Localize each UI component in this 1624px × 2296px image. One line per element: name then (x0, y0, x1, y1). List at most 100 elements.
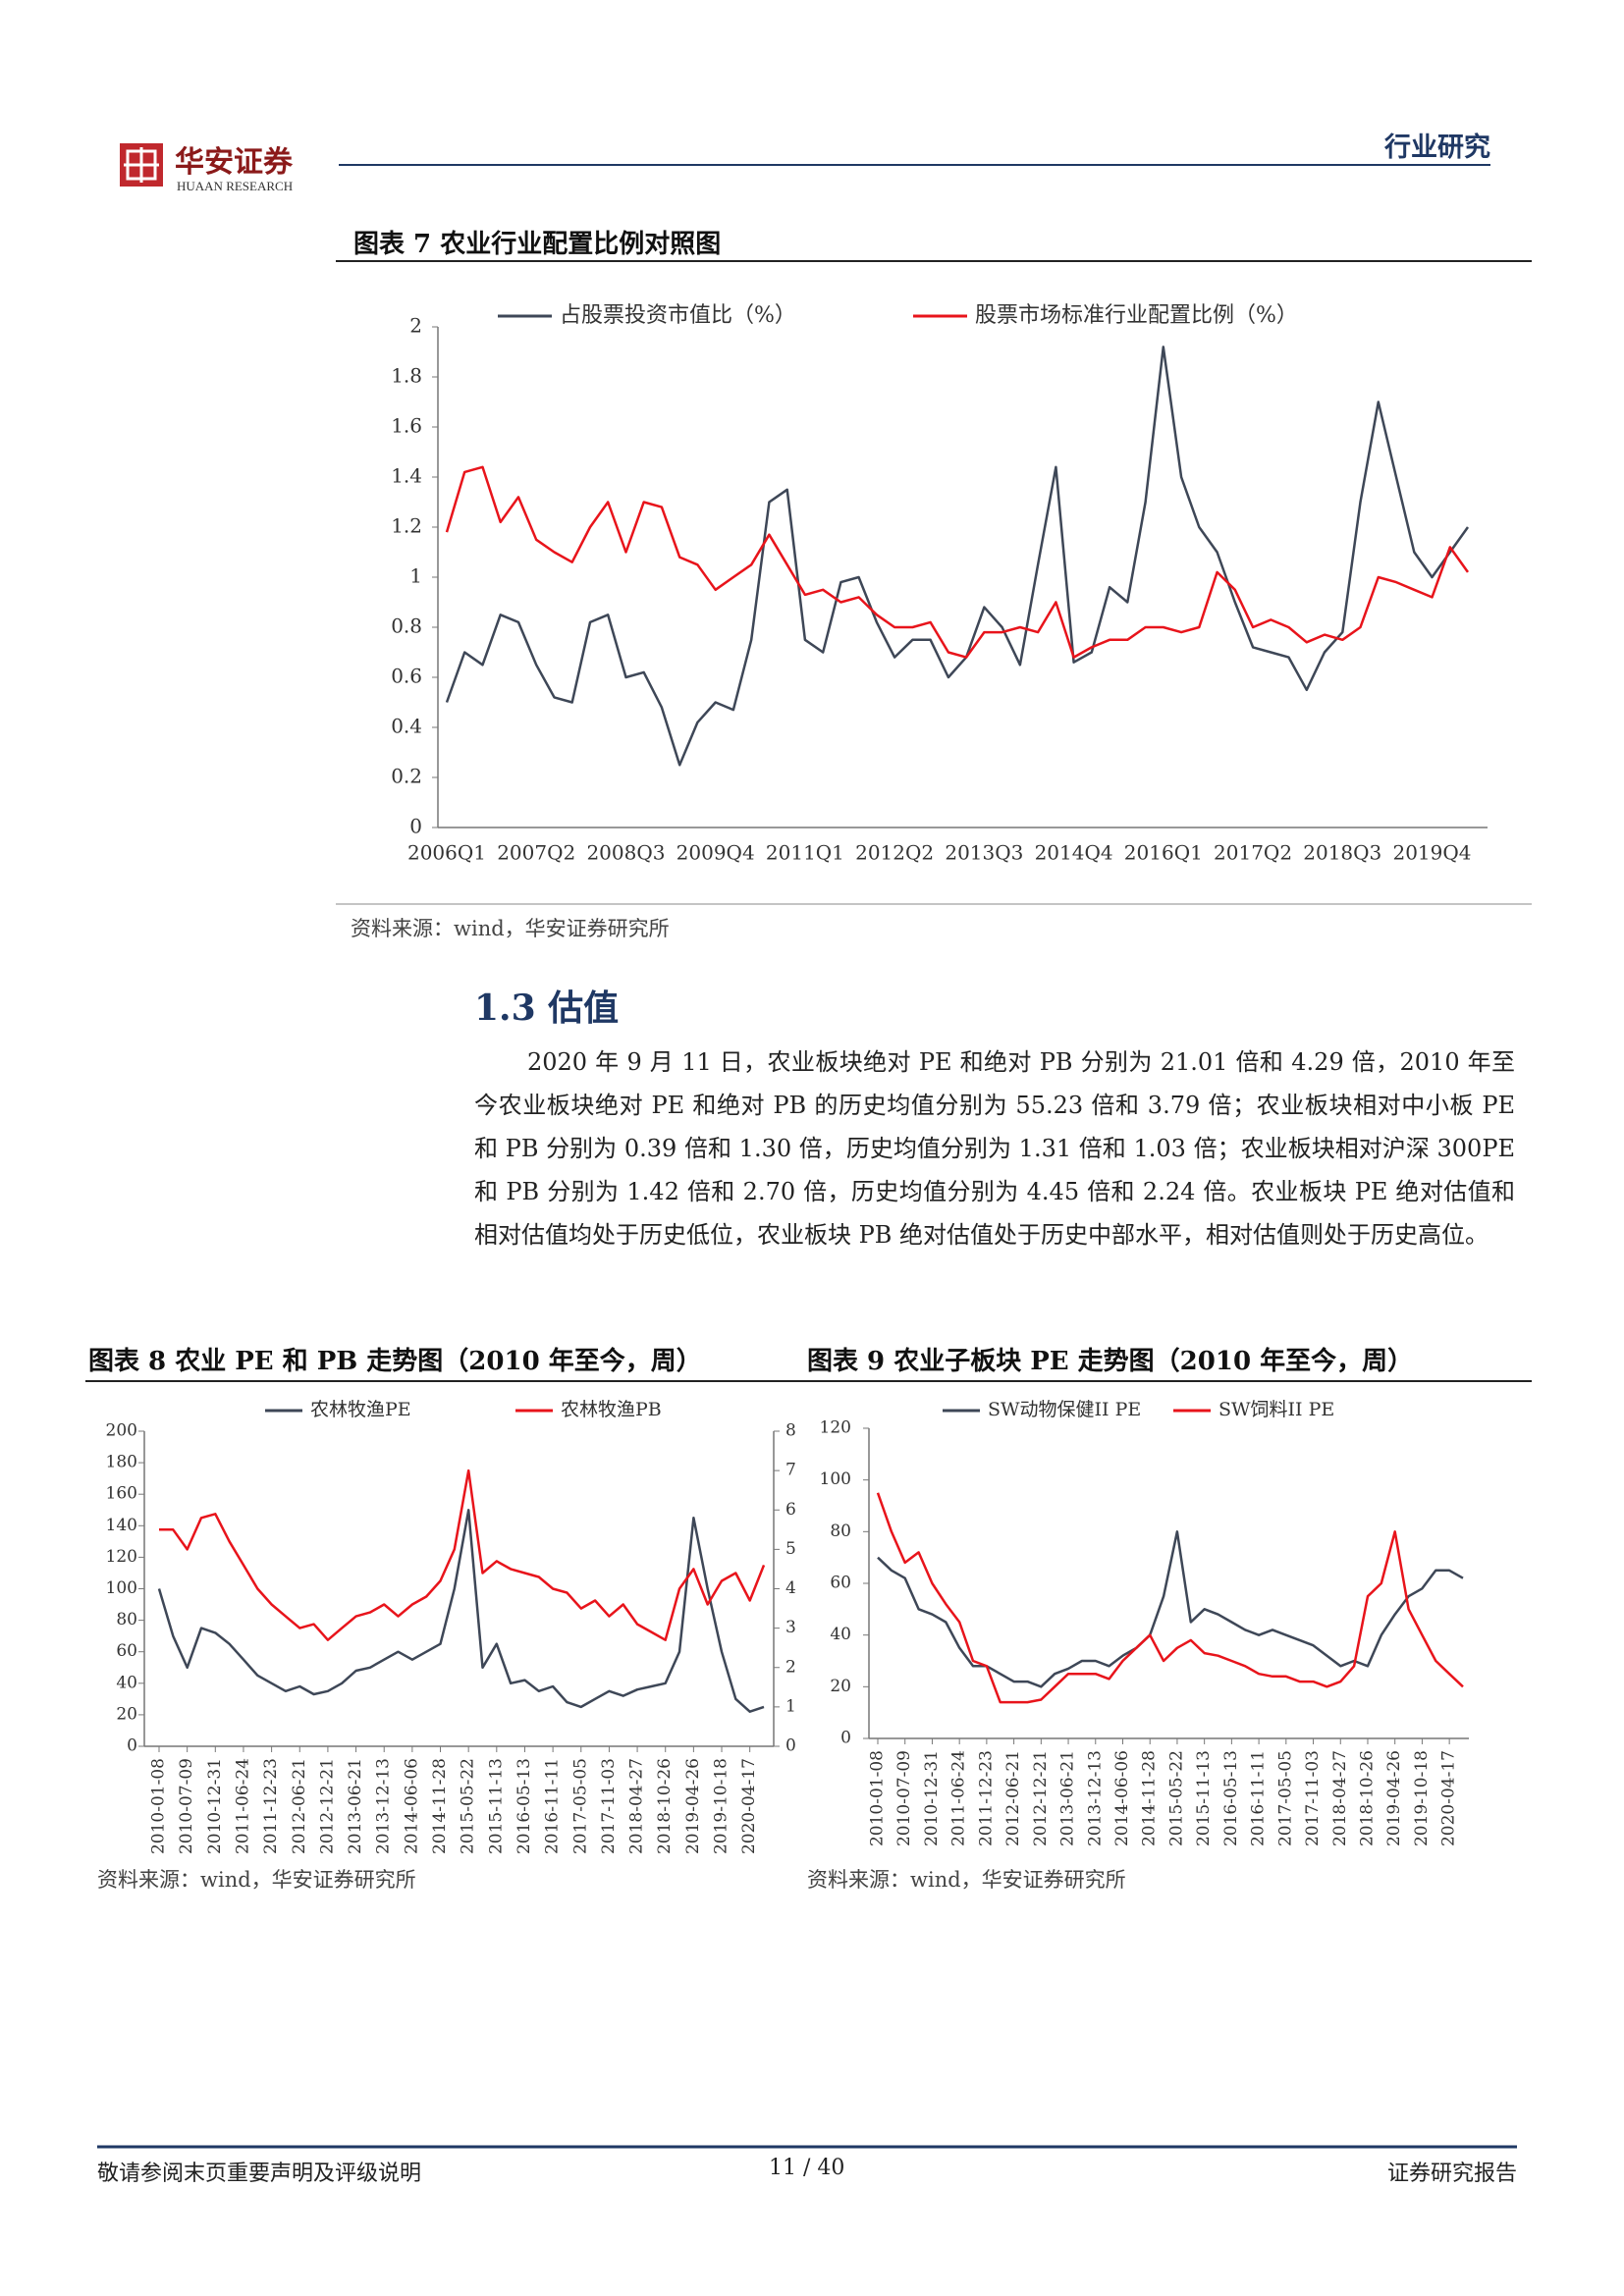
figure-source: 资料来源：wind，华安证券研究所 (807, 1868, 1126, 1892)
x-tick-label: 2015-05-22 (459, 1758, 478, 1854)
y-tick-label: 1.6 (391, 414, 422, 438)
x-tick-label: 2012Q2 (855, 841, 934, 865)
x-tick-label: 2008Q3 (586, 841, 665, 865)
y-tick-label: 0.6 (391, 665, 422, 688)
page-number: 11 / 40 (769, 2156, 845, 2180)
x-tick-label: 2013-12-13 (1085, 1750, 1105, 1846)
x-tick-label: 2017Q2 (1214, 841, 1292, 865)
x-tick-label: 2012-12-21 (317, 1758, 337, 1854)
y2-tick-label: 6 (785, 1500, 796, 1520)
y-tick-label: 20 (830, 1677, 851, 1696)
y-tick-label: 80 (116, 1610, 137, 1629)
x-tick-label: 2011-06-24 (233, 1758, 252, 1854)
x-tick-label: 2010-12-31 (205, 1758, 225, 1854)
x-tick-label: 2011Q1 (766, 841, 844, 865)
brand-en: HUAAN RESEARCH (177, 179, 294, 193)
x-tick-label: 2012-12-21 (1031, 1750, 1051, 1846)
x-tick-label: 2018-10-26 (655, 1758, 675, 1854)
x-tick-label: 2012-06-21 (290, 1758, 309, 1854)
x-tick-label: 2013Q3 (945, 841, 1023, 865)
y2-tick-label: 7 (785, 1461, 796, 1480)
footer-label: 证券研究报告 (1386, 2162, 1517, 2186)
x-tick-label: 2015-11-13 (486, 1758, 506, 1854)
y-tick-label: 1.4 (391, 464, 422, 488)
y2-tick-label: 0 (785, 1736, 796, 1756)
x-tick-label: 2017-11-03 (599, 1758, 619, 1854)
x-tick-label: 2014-06-06 (402, 1758, 421, 1854)
y-tick-label: 0 (840, 1729, 851, 1748)
y-tick-label: 1.8 (391, 364, 422, 388)
x-tick-label: 2015-05-22 (1166, 1750, 1186, 1846)
x-tick-label: 2011-12-23 (261, 1758, 281, 1854)
x-tick-label: 2019-10-18 (1412, 1750, 1432, 1846)
x-tick-label: 2017-05-05 (1275, 1750, 1295, 1846)
figure-title: 图表 8 农业 PE 和 PB 走势图（2010 年至今，周） (88, 1347, 702, 1376)
series-line (445, 346, 1470, 767)
x-tick-label: 2014Q4 (1035, 841, 1113, 865)
x-tick-label: 2013-12-13 (374, 1758, 394, 1854)
x-tick-label: 2018Q3 (1303, 841, 1381, 865)
legend-label: SW动物保健II PE (988, 1399, 1141, 1420)
x-tick-label: 2012-06-21 (1003, 1750, 1023, 1846)
x-tick-label: 2016-11-11 (1249, 1750, 1269, 1846)
y2-tick-label: 4 (785, 1578, 796, 1598)
x-tick-label: 2019-04-26 (1384, 1750, 1404, 1846)
y-tick-label: 0.4 (391, 715, 422, 738)
figure-title: 图表 9 农业子板块 PE 走势图（2010 年至今，周） (807, 1347, 1414, 1376)
legend-label: 占股票投资市值比（%） (560, 303, 796, 328)
series-line (876, 1492, 1464, 1704)
y-tick-label: 40 (830, 1625, 851, 1644)
x-tick-label: 2016-11-11 (543, 1758, 563, 1854)
y-tick-label: 140 (106, 1516, 137, 1535)
y-tick-label: 40 (116, 1673, 137, 1692)
y-tick-label: 20 (116, 1704, 137, 1724)
x-tick-label: 2014-11-28 (430, 1758, 450, 1854)
x-tick-label: 2014-06-06 (1112, 1750, 1132, 1846)
x-tick-label: 2013-06-21 (1058, 1750, 1078, 1846)
y-tick-label: 0.2 (391, 765, 422, 788)
x-tick-label: 2010-01-08 (868, 1750, 888, 1846)
x-tick-label: 2007Q2 (497, 841, 575, 865)
y2-tick-label: 2 (785, 1657, 796, 1677)
x-tick-label: 2017-11-03 (1303, 1750, 1323, 1846)
x-tick-label: 2018-04-27 (627, 1758, 647, 1854)
paragraph: 2020 年 9 月 11 日，农业板块绝对 PE 和绝对 PB 分别为 21.… (474, 1048, 1515, 1249)
x-tick-label: 2011-12-23 (976, 1750, 996, 1846)
figure-source: 资料来源：wind，华安证券研究所 (97, 1868, 416, 1892)
y-tick-label: 200 (106, 1421, 137, 1441)
x-tick-label: 2018-10-26 (1357, 1750, 1377, 1846)
x-tick-label: 2014-11-28 (1140, 1750, 1160, 1846)
logo (120, 143, 163, 187)
y-tick-label: 0 (127, 1736, 137, 1756)
x-tick-label: 2009Q4 (677, 841, 755, 865)
y-tick-label: 1.2 (391, 514, 422, 538)
y-tick-label: 160 (106, 1484, 137, 1504)
y-tick-label: 100 (820, 1469, 851, 1489)
x-tick-label: 2010-07-09 (177, 1758, 196, 1854)
x-tick-label: 2011-06-24 (949, 1750, 969, 1846)
y-tick-label: 60 (830, 1574, 851, 1593)
y-tick-label: 80 (830, 1522, 851, 1541)
series-line (445, 465, 1470, 659)
x-tick-label: 2020-04-17 (1439, 1750, 1459, 1846)
y-tick-label: 0 (409, 815, 422, 838)
y2-tick-label: 8 (785, 1421, 796, 1441)
legend-label: 农林牧渔PE (310, 1399, 411, 1420)
y-tick-label: 100 (106, 1578, 137, 1598)
legend-label: 农林牧渔PB (561, 1399, 662, 1420)
legend-label: SW饲料II PE (1218, 1399, 1334, 1420)
y-tick-label: 60 (116, 1641, 137, 1661)
y2-tick-label: 5 (785, 1539, 796, 1559)
x-tick-label: 2016-05-13 (1221, 1750, 1241, 1846)
series-line (877, 1530, 1464, 1688)
section-tag: 行业研究 (1384, 133, 1490, 163)
figure-source: 资料来源：wind，华安证券研究所 (351, 917, 670, 940)
x-tick-label: 2010-01-08 (149, 1758, 169, 1854)
x-tick-label: 2019-10-18 (712, 1758, 731, 1854)
y-tick-label: 180 (106, 1453, 137, 1472)
x-tick-label: 2010-12-31 (922, 1750, 942, 1846)
y2-tick-label: 3 (785, 1618, 796, 1637)
series-line (157, 1509, 765, 1713)
